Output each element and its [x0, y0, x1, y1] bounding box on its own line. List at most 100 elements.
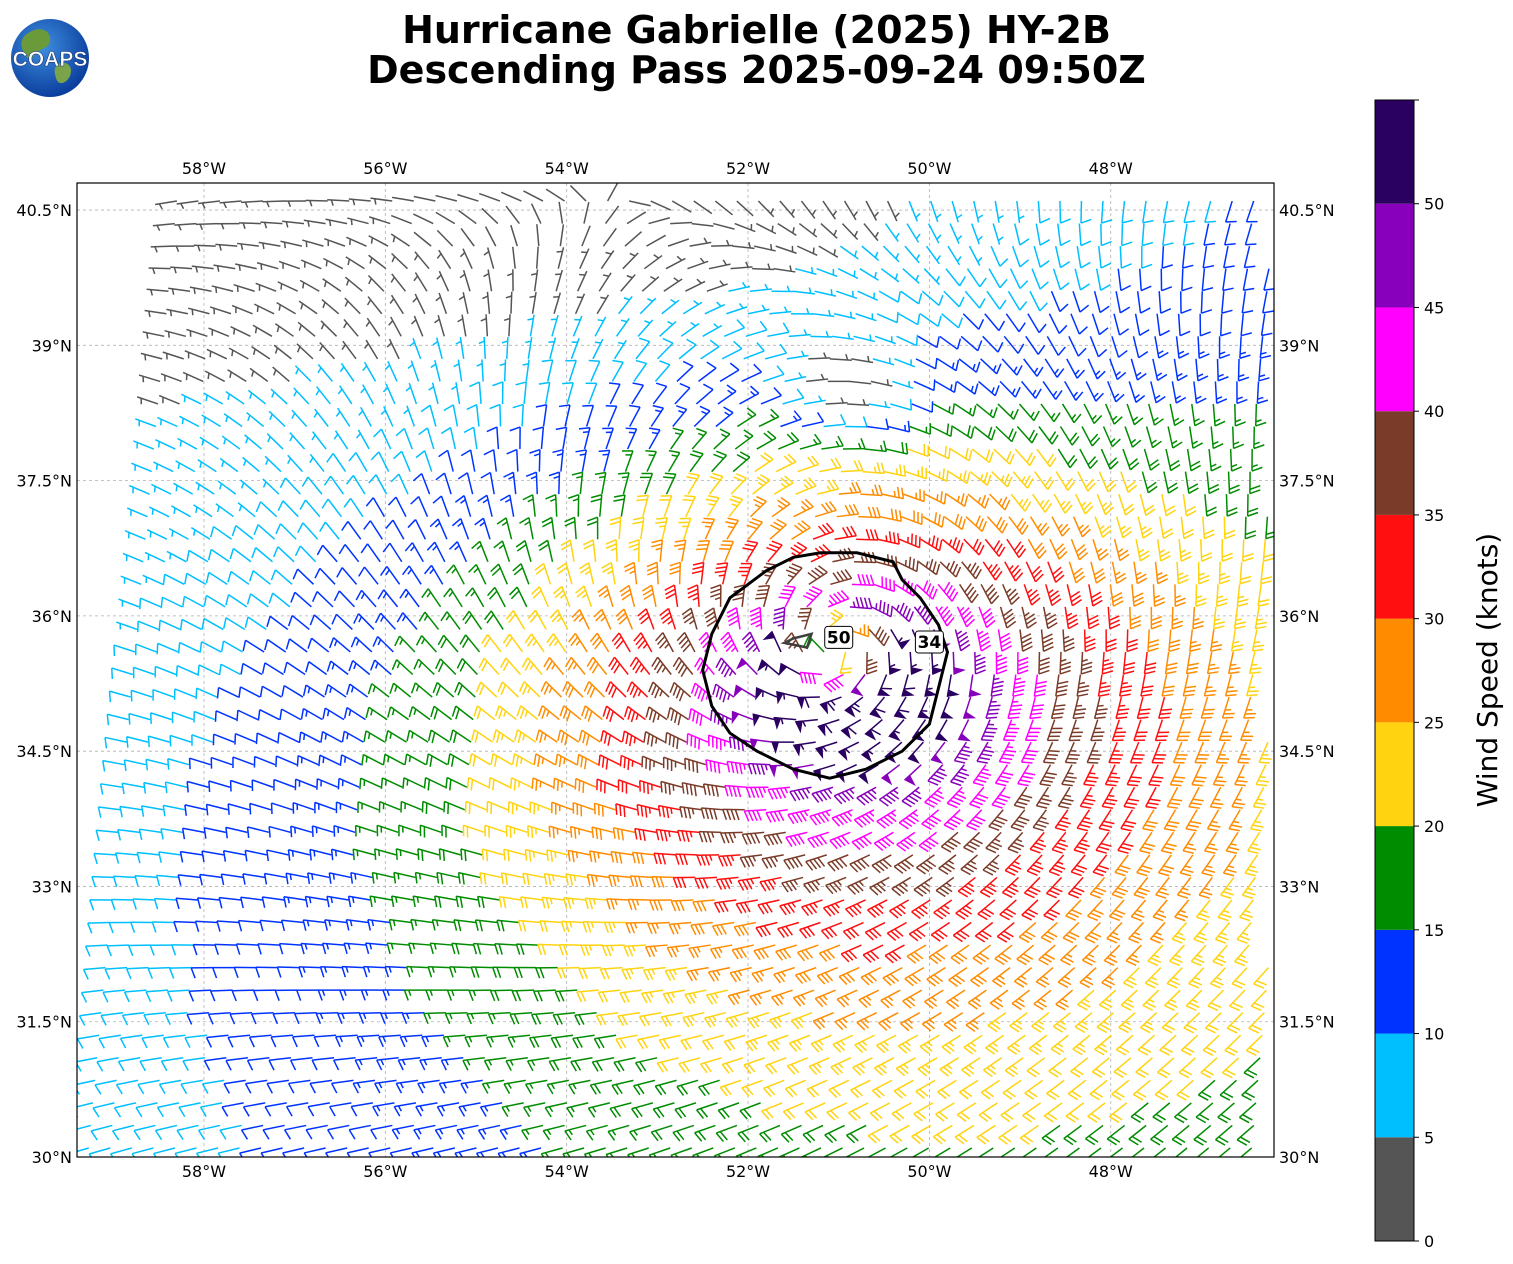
barb-feather: [792, 1041, 802, 1051]
barb-staff: [976, 1124, 996, 1139]
barb-half-feather: [903, 1063, 909, 1069]
barb-staff: [1128, 1124, 1147, 1140]
wind-barb: [1193, 1124, 1212, 1146]
barb-half-feather: [460, 1128, 465, 1135]
barb-feather: [636, 1039, 645, 1050]
barb-staff: [77, 1102, 94, 1108]
barb-staff: [335, 1034, 358, 1038]
wind-barb: [607, 1124, 630, 1141]
barb-feather: [745, 1085, 754, 1096]
barb-feather: [1046, 1092, 1057, 1101]
wind-barb: [782, 1102, 804, 1121]
barb-feather: [1234, 783, 1246, 787]
barb-feather: [1180, 716, 1192, 719]
barb-feather: [808, 1065, 818, 1076]
barb-staff: [98, 1034, 121, 1040]
barb-staff: [1089, 1079, 1108, 1095]
wind-barb: [121, 1011, 145, 1026]
wind-barb: [613, 1057, 636, 1073]
barb-feather: [961, 1069, 971, 1077]
barb-feather: [417, 1083, 424, 1094]
barb-feather: [374, 848, 377, 860]
barb-staff: [230, 1011, 253, 1015]
barb-staff: [718, 1102, 740, 1111]
barb-feather: [475, 1152, 480, 1157]
barb-feather: [1181, 1049, 1192, 1056]
barb-staff: [545, 1102, 567, 1109]
barb-feather: [619, 755, 623, 767]
barb-feather: [1138, 712, 1150, 716]
barb-staff: [153, 1147, 176, 1155]
wind-barb: [943, 1012, 964, 1032]
barb-staff: [247, 1057, 270, 1062]
wind-barb: [307, 1102, 330, 1117]
wind-barb: [444, 1011, 468, 1025]
wind-barb: [999, 1147, 1016, 1157]
barb-staff: [497, 1147, 520, 1155]
barb-staff: [174, 1147, 197, 1155]
barb-feather: [167, 758, 170, 770]
barb-feather: [275, 756, 278, 768]
barb-feather: [725, 1062, 734, 1073]
barb-feather: [1172, 780, 1184, 783]
barb-staff: [834, 1012, 856, 1023]
barb-feather: [1139, 708, 1151, 711]
barb-feather: [1109, 1115, 1120, 1123]
barb-half-feather: [609, 1152, 614, 1157]
barb-staff: [353, 1079, 376, 1085]
barb-feather: [987, 1024, 998, 1033]
barb-feather: [92, 1107, 100, 1118]
barb-staff: [462, 1057, 485, 1062]
barb-feather: [1043, 1115, 1054, 1123]
wind-barb: [1007, 1034, 1026, 1055]
wind-barb: [240, 1124, 264, 1140]
barb-staff: [1150, 1124, 1169, 1140]
barb-staff: [941, 1034, 962, 1048]
barb-staff: [435, 1124, 458, 1131]
wind-barb: [109, 1147, 132, 1157]
barb-staff: [874, 1057, 895, 1069]
wind-barb: [850, 1079, 871, 1099]
barb-feather: [939, 1068, 949, 1077]
barb-staff: [584, 1147, 606, 1155]
barb-half-feather: [464, 1082, 469, 1089]
barb-staff: [368, 1147, 391, 1154]
barb-feather: [698, 1130, 707, 1141]
barb-staff: [306, 1124, 328, 1131]
wind-barb: [337, 1011, 360, 1024]
wind-barb: [747, 1011, 770, 1029]
barb-staff: [398, 1057, 421, 1061]
wind-barb: [810, 1034, 832, 1053]
barb-feather: [790, 1020, 800, 1030]
wind-barb: [725, 1011, 748, 1029]
barb-half-feather: [972, 1019, 979, 1025]
barb-feather: [769, 1063, 778, 1073]
barb-feather: [309, 1083, 316, 1094]
barb-staff: [933, 1124, 953, 1138]
barb-feather: [234, 733, 237, 745]
barb-feather: [487, 1013, 494, 1025]
barb-half-feather: [840, 1040, 846, 1046]
wind-barb: [636, 1034, 660, 1050]
barb-feather: [1001, 1134, 1012, 1143]
barb-staff: [1152, 1102, 1171, 1118]
barb-staff: [588, 1102, 610, 1109]
barb-staff: [370, 1124, 393, 1131]
barb-feather: [1239, 1116, 1250, 1124]
barb-feather: [1195, 1116, 1207, 1124]
barb-half-feather: [378, 1082, 383, 1089]
barb-feather: [1177, 1113, 1188, 1121]
barb-staff: [895, 1057, 916, 1070]
wind-barb: [119, 1034, 143, 1049]
wind-barb: [260, 1147, 283, 1157]
barb-feather: [1160, 1068, 1171, 1076]
barb-feather: [684, 758, 687, 770]
barb-staff: [607, 1124, 630, 1133]
wind-barb: [415, 1102, 438, 1117]
barb-staff: [913, 1102, 934, 1115]
barb-feather: [203, 1060, 211, 1071]
barb-staff: [478, 1124, 501, 1131]
barb-feather: [962, 1089, 973, 1098]
barb-feather: [965, 1024, 976, 1033]
barb-staff: [400, 1034, 423, 1038]
